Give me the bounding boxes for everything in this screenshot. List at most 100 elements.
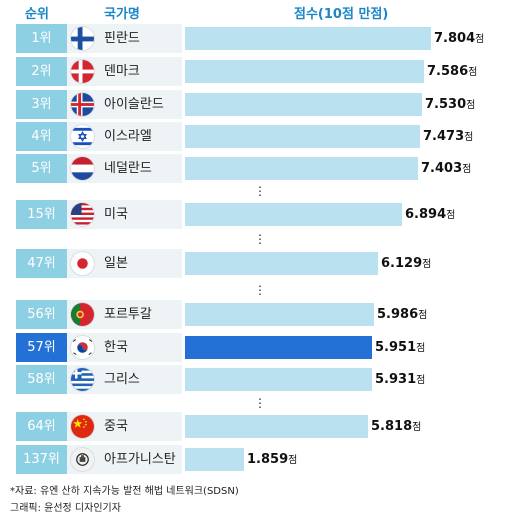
chart-row: 4위 이스라엘 7.473점 [0, 122, 505, 151]
ellipsis-gap: ⋮ [254, 232, 266, 246]
score-value-label: 7.473점 [423, 122, 473, 152]
score-number: 7.403 [421, 161, 463, 176]
rank-badge: 137위 [16, 445, 67, 474]
score-bar [185, 157, 418, 180]
chart-row: 64위 중국 5.818점 [0, 412, 505, 441]
rank-badge: 1위 [16, 24, 67, 53]
score-bar [185, 27, 431, 50]
score-unit: 점 [416, 375, 426, 386]
country-label: 한국 [104, 340, 128, 355]
china-flag-icon [71, 415, 94, 438]
score-number: 6.894 [405, 207, 447, 222]
score-bar [185, 60, 424, 83]
chart-row: 5위 네덜란드 7.403점 [0, 154, 505, 183]
greece-flag-icon [71, 368, 94, 391]
source-note: *자료: 유엔 산하 지속가능 발전 해법 네트워크(SDSN) [10, 486, 239, 497]
israel-flag-icon [71, 125, 94, 148]
chart-row: 56위 포르투갈 5.986점 [0, 300, 505, 329]
rank-badge: 64위 [16, 412, 67, 441]
korea-flag-icon [71, 336, 94, 359]
netherlands-flag-icon [71, 157, 94, 180]
score-bar [185, 368, 372, 391]
score-value-label: 7.403점 [421, 154, 471, 184]
ellipsis-gap: ⋮ [254, 396, 266, 410]
score-number: 7.586 [427, 64, 469, 79]
score-unit: 점 [412, 422, 422, 433]
iceland-flag-icon [71, 93, 94, 116]
chart-row: 57위 한국 5.951점 [0, 333, 505, 362]
country-label: 중국 [104, 419, 128, 434]
chart-row: 1위 핀란드 7.804점 [0, 24, 505, 53]
chart-row: 137위 아프가니스탄 1.859점 [0, 445, 505, 474]
score-bar [185, 125, 420, 148]
score-value-label: 6.894점 [405, 200, 455, 230]
score-number: 1.859 [247, 452, 289, 467]
score-unit: 점 [466, 100, 476, 111]
score-header: 점수(10점 만점) [294, 7, 389, 22]
rank-badge: 2위 [16, 57, 67, 86]
rank-badge: 56위 [16, 300, 67, 329]
score-bar [185, 203, 402, 226]
score-value-label: 7.804점 [434, 24, 484, 54]
score-bar [185, 252, 378, 275]
score-value-label: 5.986점 [377, 300, 427, 330]
country-label: 포르투갈 [104, 307, 152, 322]
country-label: 아프가니스탄 [104, 452, 176, 467]
score-number: 6.129 [381, 256, 423, 271]
score-unit: 점 [464, 132, 474, 143]
country-label: 아이슬란드 [104, 97, 164, 112]
score-value-label: 7.586점 [427, 57, 477, 87]
rank-badge: 15위 [16, 200, 67, 229]
score-unit: 점 [475, 34, 485, 45]
country-label: 덴마크 [104, 64, 140, 79]
score-bar [185, 93, 422, 116]
score-unit: 점 [462, 164, 472, 175]
score-value-label: 5.818점 [371, 412, 421, 442]
portugal-flag-icon [71, 303, 94, 326]
chart-row: 15위 미국 6.894점 [0, 200, 505, 229]
score-value-label: 6.129점 [381, 249, 431, 279]
score-number: 7.473 [423, 129, 465, 144]
score-number: 5.951 [375, 340, 417, 355]
country-label: 핀란드 [104, 31, 140, 46]
graphic-credit: 그래픽: 윤선정 디자인기자 [10, 503, 121, 514]
country-label: 네덜란드 [104, 161, 152, 176]
finland-flag-icon [71, 27, 94, 50]
score-unit: 점 [416, 343, 426, 354]
score-number: 7.530 [425, 97, 467, 112]
country-label: 미국 [104, 207, 128, 222]
score-unit: 점 [418, 310, 428, 321]
afghanistan-flag-icon [71, 448, 94, 471]
score-unit: 점 [468, 67, 478, 78]
score-bar [185, 336, 372, 359]
country-label: 이스라엘 [104, 129, 152, 144]
japan-flag-icon [71, 252, 94, 275]
country-label: 그리스 [104, 372, 140, 387]
score-bar [185, 415, 368, 438]
chart-row: 2위 덴마크 7.586점 [0, 57, 505, 86]
score-value-label: 5.951점 [375, 333, 425, 363]
score-number: 7.804 [434, 31, 476, 46]
score-bar [185, 303, 374, 326]
usa-flag-icon [71, 203, 94, 226]
score-number: 5.986 [377, 307, 419, 322]
score-unit: 점 [446, 210, 456, 221]
score-bar [185, 448, 244, 471]
country-label: 일본 [104, 256, 128, 271]
denmark-flag-icon [71, 60, 94, 83]
rank-badge: 47위 [16, 249, 67, 278]
chart-row: 3위 아이슬란드 7.530점 [0, 90, 505, 119]
rank-badge: 4위 [16, 122, 67, 151]
rank-badge: 5위 [16, 154, 67, 183]
score-number: 5.818 [371, 419, 413, 434]
score-unit: 점 [422, 259, 432, 270]
chart-row: 47위 일본 6.129점 [0, 249, 505, 278]
score-unit: 점 [288, 455, 298, 466]
rank-badge: 58위 [16, 365, 67, 394]
score-value-label: 5.931점 [375, 365, 425, 395]
ellipsis-gap: ⋮ [254, 283, 266, 297]
score-number: 5.931 [375, 372, 417, 387]
rank-header: 순위 [25, 7, 49, 22]
ellipsis-gap: ⋮ [254, 184, 266, 198]
rank-badge: 57위 [16, 333, 67, 362]
